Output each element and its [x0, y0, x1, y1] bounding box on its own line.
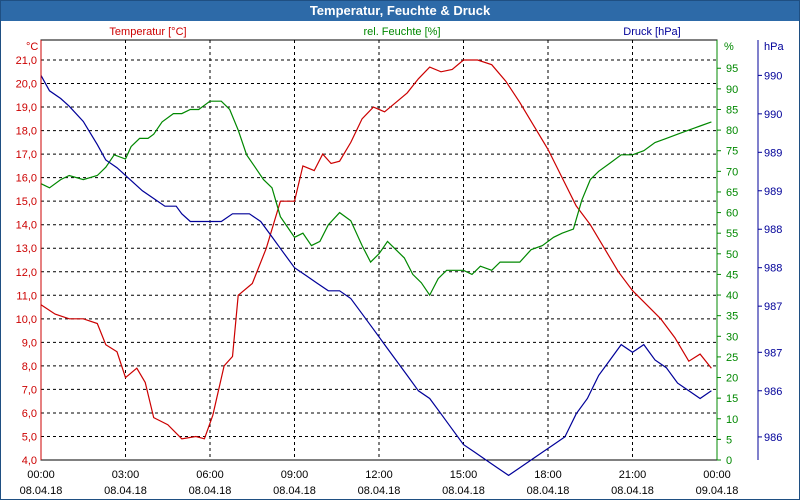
- temperature-tick-label: 20,0: [16, 79, 37, 91]
- temperature-tick-label: 16,0: [16, 173, 37, 185]
- x-tick-date: 08.04.18: [20, 485, 63, 497]
- humidity-tick-label: 40: [726, 290, 738, 302]
- humidity-unit-label: %: [724, 41, 734, 53]
- temperature-tick-label: 12,0: [16, 267, 37, 279]
- humidity-tick-label: 55: [726, 228, 738, 240]
- x-tick-date: 08.04.18: [358, 485, 401, 497]
- temperature-tick-label: 18,0: [16, 126, 37, 138]
- x-tick-time: 03:00: [112, 469, 140, 481]
- temperature-tick-label: 14,0: [16, 220, 37, 232]
- axes: 4,0 5,0 6,0 7,0 8,0 9,0 10,0 11,0 12,0 13,0 14,0 15…: [16, 40, 782, 497]
- humidity-tick-label: 20: [726, 373, 738, 385]
- x-tick-date: 08.04.18: [611, 485, 654, 497]
- pressure-tick-label: 986: [764, 432, 782, 444]
- humidity-tick-label: 65: [726, 187, 738, 199]
- temperature-tick-label: 4,0: [22, 455, 37, 467]
- pressure-tick-label: 989: [764, 186, 782, 198]
- humidity-tick-label: 30: [726, 331, 738, 343]
- pressure-tick-label: 986: [764, 386, 782, 398]
- temperature-tick-label: 7,0: [22, 384, 37, 396]
- pressure-tick-label: 987: [764, 347, 782, 359]
- humidity-tick-label: 5: [726, 434, 732, 446]
- temperature-axis-title: Temperatur [°C]: [109, 26, 186, 38]
- humidity-tick-label: 95: [726, 63, 738, 75]
- humidity-tick-label: 50: [726, 249, 738, 261]
- temperature-tick-label: 11,0: [16, 290, 37, 302]
- x-tick-time: 15:00: [450, 469, 478, 481]
- series-line-temperature: [40, 59, 712, 440]
- pressure-tick-label: 990: [764, 109, 782, 121]
- pressure-tick-label: 987: [764, 301, 782, 313]
- humidity-tick-label: 90: [726, 84, 738, 96]
- x-tick-date: 08.04.18: [273, 485, 316, 497]
- x-tick-time: 12:00: [365, 469, 393, 481]
- window-title: Temperatur, Feuchte & Druck: [1, 1, 799, 21]
- x-tick-time: 18:00: [534, 469, 562, 481]
- humidity-tick-label: 10: [726, 414, 738, 426]
- humidity-tick-label: 60: [726, 208, 738, 220]
- series-lines: [40, 59, 712, 477]
- x-tick-date: 08.04.18: [527, 485, 570, 497]
- temperature-tick-label: 17,0: [16, 149, 37, 161]
- humidity-tick-label: 85: [726, 104, 738, 116]
- pressure-tick-label: 989: [764, 147, 782, 159]
- humidity-tick-label: 45: [726, 269, 738, 281]
- pressure-tick-label: 990: [764, 70, 782, 82]
- x-tick-date: 09.04.18: [696, 485, 739, 497]
- temperature-tick-label: 9,0: [22, 337, 37, 349]
- temperature-tick-label: 5,0: [22, 431, 37, 443]
- series-line-humidity: [40, 100, 712, 297]
- pressure-tick-label: 988: [764, 224, 782, 236]
- x-tick-time: 09:00: [281, 469, 309, 481]
- temperature-tick-label: 10,0: [16, 314, 37, 326]
- x-tick-date: 08.04.18: [104, 485, 147, 497]
- humidity-tick-label: 75: [726, 146, 738, 158]
- humidity-tick-label: 70: [726, 166, 738, 178]
- temperature-tick-label: 19,0: [16, 102, 37, 114]
- x-tick-time: 06:00: [196, 469, 224, 481]
- humidity-tick-label: 35: [726, 311, 738, 323]
- x-tick-date: 08.04.18: [442, 485, 485, 497]
- pressure-unit-label: hPa: [764, 41, 784, 53]
- x-tick-time: 00:00: [703, 469, 731, 481]
- grid: [40, 39, 718, 461]
- temperature-unit-label: °C: [26, 41, 38, 53]
- humidity-tick-label: 80: [726, 125, 738, 137]
- humidity-axis-title: rel. Feuchte [%]: [363, 26, 440, 38]
- x-tick-time: 00:00: [27, 469, 55, 481]
- temperature-tick-label: 13,0: [16, 243, 37, 255]
- series-line-pressure: [40, 75, 712, 477]
- temperature-tick-label: 8,0: [22, 361, 37, 373]
- x-tick-date: 08.04.18: [189, 485, 232, 497]
- temperature-tick-label: 21,0: [16, 55, 37, 67]
- x-tick-time: 21:00: [619, 469, 647, 481]
- humidity-tick-label: 0: [726, 455, 732, 467]
- humidity-tick-label: 25: [726, 352, 738, 364]
- temperature-tick-label: 15,0: [16, 196, 37, 208]
- pressure-tick-label: 988: [764, 263, 782, 275]
- humidity-tick-label: 15: [726, 393, 738, 405]
- temperature-tick-label: 6,0: [22, 408, 37, 420]
- pressure-axis-title: Druck [hPa]: [623, 26, 680, 38]
